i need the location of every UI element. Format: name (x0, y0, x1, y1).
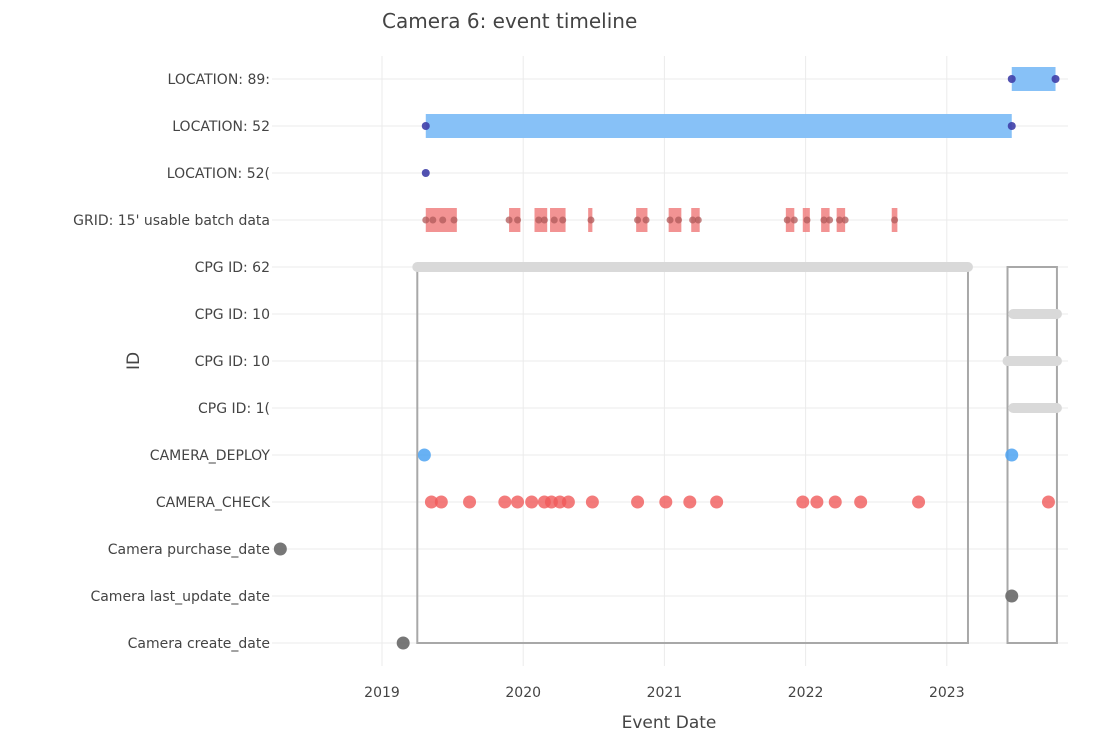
grid-event-point (694, 216, 702, 224)
y-tick-label: CPG ID: 10 (195, 307, 270, 323)
camera-event-point (1005, 589, 1019, 603)
grid-event-point (505, 216, 513, 224)
grid-event-point (634, 216, 642, 224)
grid-event-point (422, 216, 430, 224)
grid-event-point (550, 216, 558, 224)
check-event-point (463, 495, 477, 509)
y-tick-label: CAMERA_CHECK (156, 495, 271, 511)
grid-event-point (835, 216, 843, 224)
grid-event-point (689, 216, 697, 224)
grid-event-point (642, 216, 650, 224)
grid-event-point (891, 216, 899, 224)
event-points (273, 75, 1060, 650)
grid-range-bar (550, 208, 566, 232)
x-tick-label: 2023 (929, 685, 965, 701)
check-event-point (434, 495, 448, 509)
y-tick-label: CAMERA_DEPLOY (150, 448, 271, 464)
y-tick-label: Camera create_date (128, 636, 270, 652)
check-event-point (525, 495, 539, 509)
check-event-point (424, 495, 438, 509)
y-tick-label: CPG ID: 10 (195, 354, 270, 370)
check-event-point (498, 495, 512, 509)
location-range-bar (425, 114, 1012, 138)
x-tick-label: 2022 (788, 685, 824, 701)
grid-range-bar (668, 208, 682, 232)
grid-range-bar (636, 208, 648, 232)
grid-event-point (514, 216, 522, 224)
grid-event-point (540, 216, 548, 224)
y-tick-label: GRID: 15' usable batch data (73, 213, 270, 229)
check-event-point (854, 495, 868, 509)
y-axis-label: ID (124, 352, 144, 370)
check-event-point (631, 495, 645, 509)
grid-event-point (675, 216, 683, 224)
location-event-point (1007, 75, 1016, 83)
x-tick-labels: 2019 2020 2021 2022 2023 (364, 685, 964, 701)
check-event-point (796, 495, 810, 509)
location-event-point (1051, 75, 1060, 83)
deploy-event-point (417, 448, 431, 462)
grid-event-point (826, 216, 834, 224)
check-event-point (585, 495, 599, 509)
location-event-point (421, 169, 430, 177)
grid-event-point (587, 216, 595, 224)
camera-event-point (273, 542, 287, 556)
gridlines (272, 56, 1068, 666)
grid-event-point (450, 216, 458, 224)
grid-event-point (429, 216, 437, 224)
grid-event-point (559, 216, 567, 224)
grid-event-point (666, 216, 674, 224)
grid-event-point (783, 216, 791, 224)
check-event-point (659, 495, 673, 509)
location-event-point (1007, 122, 1016, 130)
grid-event-point (439, 216, 447, 224)
grid-event-point (790, 216, 798, 224)
x-tick-label: 2020 (505, 685, 541, 701)
check-event-point (810, 495, 824, 509)
check-event-point (561, 495, 575, 509)
x-axis-label: Event Date (622, 713, 717, 733)
check-event-point (683, 495, 697, 509)
check-event-point (828, 495, 842, 509)
grid-event-point (803, 216, 811, 224)
y-tick-labels: LOCATION: 89: LOCATION: 52 LOCATION: 52( GR… (73, 72, 271, 652)
y-tick-label: Camera purchase_date (108, 542, 270, 558)
grid-event-point (820, 216, 828, 224)
y-tick-label: LOCATION: 52( (167, 166, 270, 182)
grid-event-point (535, 216, 543, 224)
check-event-point (710, 495, 724, 509)
deploy-event-point (1005, 448, 1019, 462)
check-event-point (912, 495, 926, 509)
chart-title: Camera 6: event timeline (382, 9, 637, 33)
y-tick-label: LOCATION: 52 (172, 119, 270, 135)
check-event-point (1041, 495, 1055, 509)
x-tick-label: 2019 (364, 685, 400, 701)
y-tick-label: CPG ID: 1( (198, 401, 270, 417)
y-tick-label: CPG ID: 62 (195, 260, 270, 276)
location-range-bar (1011, 67, 1056, 91)
check-event-point (511, 495, 525, 509)
grid-event-point (841, 216, 849, 224)
range-bars (412, 67, 1062, 413)
y-tick-label: Camera last_update_date (90, 589, 270, 605)
y-tick-label: LOCATION: 89: (168, 72, 270, 88)
camera-event-point (396, 636, 410, 650)
location-event-point (421, 122, 430, 130)
x-tick-label: 2021 (647, 685, 683, 701)
